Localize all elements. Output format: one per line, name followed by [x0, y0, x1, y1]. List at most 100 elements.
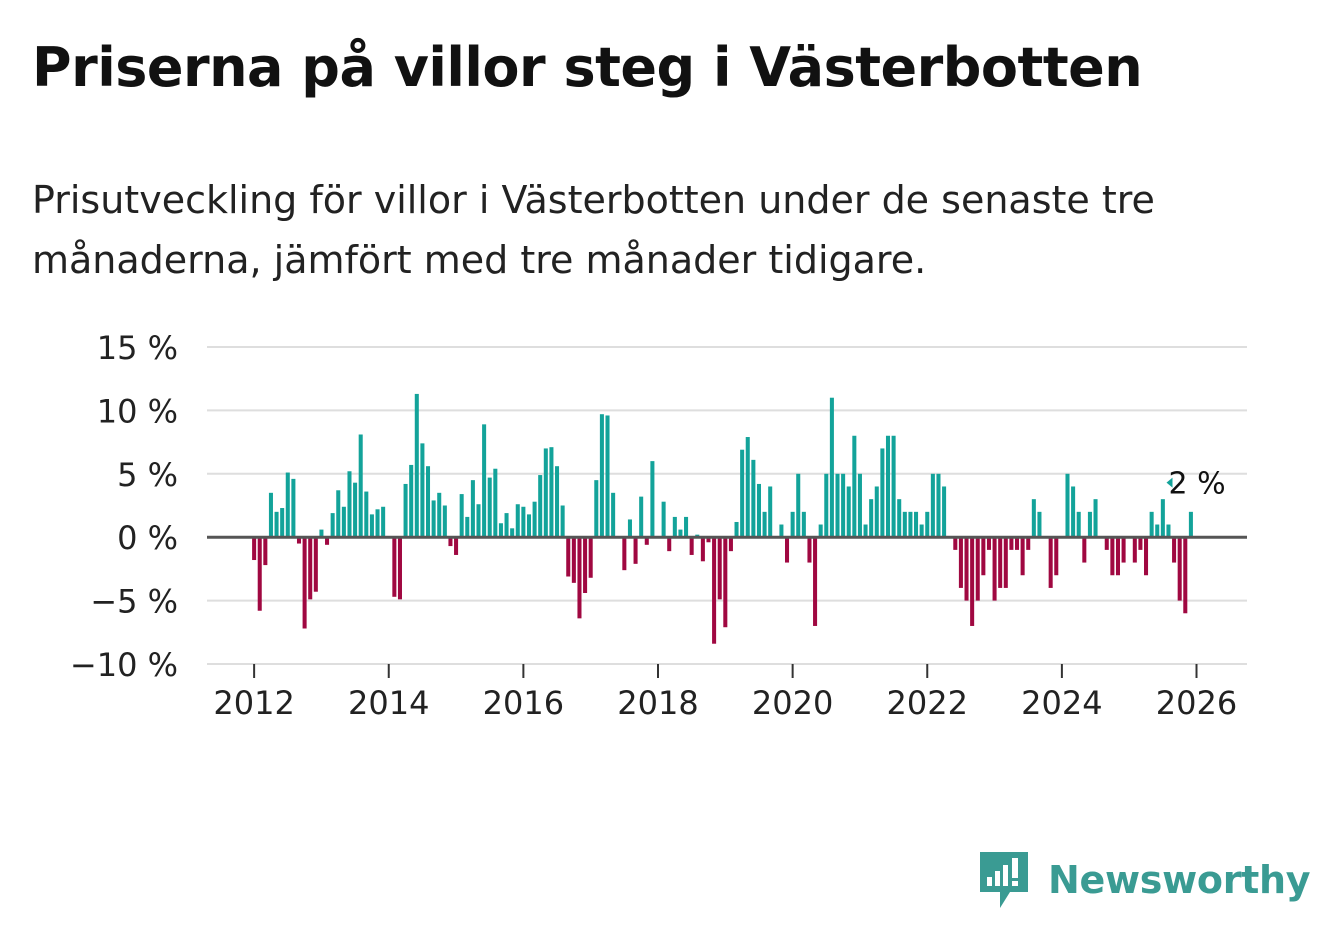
bar-positive	[639, 496, 644, 538]
bar-negative	[1172, 537, 1177, 563]
bar-negative	[1020, 537, 1025, 576]
bar-negative	[689, 537, 694, 555]
bar-negative	[986, 537, 991, 550]
bar-negative	[712, 537, 717, 644]
bar-negative	[577, 537, 582, 619]
bar-positive	[885, 435, 891, 538]
bar-positive	[538, 475, 543, 538]
x-tick-label: 2026	[1156, 684, 1237, 722]
bar-negative	[296, 537, 302, 544]
x-tick-label: 2016	[483, 684, 564, 722]
bar-positive	[543, 448, 548, 538]
bar-positive	[852, 435, 857, 538]
bar-positive	[268, 492, 273, 538]
y-tick-label: 5 %	[117, 456, 178, 494]
bar-positive	[510, 528, 515, 538]
bar-positive	[835, 473, 840, 538]
bar-positive	[521, 506, 526, 538]
bar-negative	[1048, 537, 1053, 588]
bar-positive	[684, 516, 689, 538]
bar-positive	[594, 480, 599, 538]
bar-negative	[1082, 537, 1087, 563]
x-tick-label: 2014	[348, 684, 429, 722]
bar-negative	[392, 537, 397, 597]
bar-negative	[397, 537, 402, 600]
y-tick-label: −10 %	[70, 646, 178, 684]
bar-negative	[728, 537, 733, 552]
bar-negative	[1138, 537, 1143, 550]
bar-positive	[336, 490, 341, 538]
bar-positive	[375, 509, 380, 538]
x-tick-label: 2022	[887, 684, 968, 722]
bar-negative	[1115, 537, 1121, 576]
bar-positive	[1071, 486, 1076, 538]
bar-positive	[403, 483, 408, 538]
bar-negative	[1026, 537, 1031, 550]
bar-positive	[1166, 524, 1171, 538]
bar-negative	[633, 537, 638, 564]
bar-negative	[700, 537, 705, 562]
bar-positive	[1087, 511, 1092, 538]
bar-negative	[1009, 537, 1014, 550]
bar-positive	[1093, 499, 1098, 538]
brand-name: Newsworthy	[1048, 858, 1311, 902]
bar-positive	[790, 511, 795, 538]
bar-chart: 15 % 10 % 5 % 0 % −5 % −10 % 2012 2014 2016 2018 2…	[70, 329, 1247, 722]
bar-positive	[846, 486, 851, 538]
bar-positive	[347, 471, 352, 538]
bar-negative	[1121, 537, 1126, 563]
bar-positive	[880, 448, 885, 538]
bar-negative	[992, 537, 997, 601]
bar-positive	[1149, 511, 1154, 538]
bar-negative	[1132, 537, 1137, 563]
bar-positive	[740, 449, 745, 538]
bar-negative	[807, 537, 812, 563]
bar-negative	[813, 537, 818, 626]
bar-positive	[498, 523, 503, 538]
bar-negative	[448, 537, 453, 547]
bar-positive	[549, 447, 554, 538]
bar-negative	[723, 537, 728, 628]
bar-positive	[425, 466, 431, 538]
bar-negative	[970, 537, 975, 626]
bar-positive	[605, 415, 610, 538]
bar-positive	[627, 519, 632, 538]
bar-positive	[818, 524, 823, 538]
bar-positive	[936, 473, 941, 538]
bar-positive	[482, 424, 487, 538]
bar-positive	[751, 459, 756, 538]
bar-positive	[678, 529, 683, 538]
bar-negative	[706, 537, 711, 543]
bar-positive	[285, 472, 290, 538]
bar-negative	[964, 537, 969, 601]
bar-negative	[975, 537, 980, 601]
bar-negative	[1014, 537, 1020, 550]
bar-positive	[611, 492, 616, 538]
bar-negative	[953, 537, 958, 550]
bar-positive	[1037, 511, 1042, 538]
bar-positive	[459, 494, 464, 538]
bar-positive	[672, 516, 677, 538]
bar-positive	[358, 434, 363, 538]
bar-negative	[263, 537, 268, 566]
bar-positive	[869, 499, 874, 538]
bar-positive	[1076, 511, 1081, 538]
bar-positive	[942, 486, 947, 538]
bar-negative	[622, 537, 627, 571]
bar-positive	[801, 511, 806, 538]
bar-positive	[756, 483, 761, 538]
bar-negative	[1144, 537, 1149, 576]
bar-positive	[442, 505, 447, 538]
bar-positive	[487, 477, 492, 538]
annotation-label: 2 %	[1169, 467, 1226, 502]
bar-positive	[532, 501, 537, 538]
bar-negative	[785, 537, 790, 563]
bar-positive	[409, 464, 414, 538]
y-tick-label: 15 %	[97, 329, 178, 367]
chart-subtitle: Prisutveckling för villor i Västerbotten…	[32, 178, 1155, 282]
bar-positive	[1155, 524, 1160, 538]
bar-positive	[493, 468, 498, 538]
chart-title: Priserna på villor steg i Västerbotten	[32, 36, 1143, 99]
brand-logo-area: Newsworthy	[980, 850, 1311, 910]
bar-positive	[930, 473, 935, 538]
